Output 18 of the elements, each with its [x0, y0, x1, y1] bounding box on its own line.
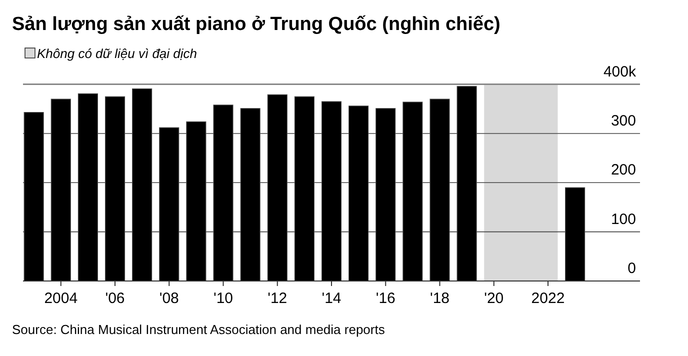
chart-title: Sản lượng sản xuất piano ở Trung Quốc (nghìn chiếc) [12, 14, 500, 35]
y-tick-label: 0 [628, 260, 636, 277]
source-note: Source: China Musical Instrument Association and media reports [12, 322, 386, 337]
y-tick-label: 100 [610, 210, 636, 228]
x-tick-label: 2022 [531, 290, 565, 307]
x-tick-label: '18 [430, 290, 450, 307]
y-tick-label: 400k [603, 63, 636, 80]
x-tick-label: '10 [213, 290, 234, 307]
x-tick-label: '16 [376, 290, 396, 307]
x-tick-label: '12 [268, 290, 288, 307]
x-tick-label: 2004 [44, 290, 78, 307]
legend-label: Không có dữ liệu vì đại dịch [37, 46, 198, 61]
x-tick-label: '14 [322, 290, 342, 307]
x-tick-label: '06 [105, 290, 125, 307]
x-tick-label: '08 [159, 290, 179, 307]
y-tick-label: 200 [610, 162, 636, 179]
x-tick-label: '20 [484, 290, 504, 307]
y-tick-label: 300 [610, 112, 636, 130]
